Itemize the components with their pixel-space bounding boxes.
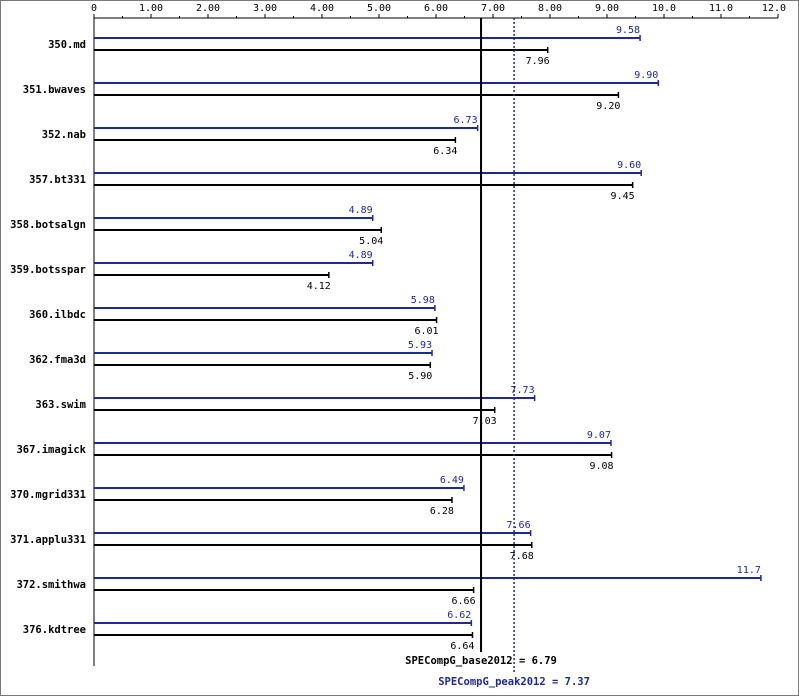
peak-value-label: 6.73 xyxy=(454,115,478,126)
base-value-label: 6.34 xyxy=(433,146,457,157)
peak-value-label: 9.07 xyxy=(587,430,611,441)
x-axis: 0 1.00 2.00 3.00 4.00 5.00 6.00 7.00 8.00 9.00 10.… xyxy=(91,3,786,666)
category-label: 363.swim xyxy=(35,399,86,411)
peak-value-label: 5.93 xyxy=(408,340,432,351)
category-label: 350.md xyxy=(48,39,86,51)
base-value-label: 6.01 xyxy=(414,326,438,337)
x-tick-label: 9.00 xyxy=(595,3,619,14)
peak-value-label: 4.89 xyxy=(349,250,373,261)
base-value-label: 5.90 xyxy=(408,371,432,382)
x-tick-label: 3.00 xyxy=(253,3,277,14)
peak-value-label: 11.7 xyxy=(737,565,761,576)
category-label: 352.nab xyxy=(42,129,86,141)
category-label: 357.bt331 xyxy=(29,174,86,186)
peak-value-label: 9.60 xyxy=(617,160,641,171)
x-tick-label: 6.00 xyxy=(424,3,448,14)
x-tick-label: 12.0 xyxy=(762,3,786,14)
peak-value-label: 7.73 xyxy=(511,385,535,396)
x-tick-label: 0 xyxy=(91,3,97,14)
category-label: 376.kdtree xyxy=(23,624,86,636)
base-value-label: 9.20 xyxy=(596,101,620,112)
category-label: 372.smithwa xyxy=(16,579,86,591)
base-value-label: 7.68 xyxy=(510,551,534,562)
peak-value-label: 7.66 xyxy=(507,520,531,531)
base-value-label: 7.03 xyxy=(473,416,497,427)
x-tick-label: 2.00 xyxy=(196,3,220,14)
base-value-label: 4.12 xyxy=(307,281,331,292)
x-tick-label: 4.00 xyxy=(310,3,334,14)
x-tick-label: 7.00 xyxy=(481,3,505,14)
base-value-label: 7.96 xyxy=(526,56,550,67)
category-label: 371.applu331 xyxy=(10,534,86,546)
bars: 350.md 9.58 7.96 351.bwaves 9.90 9.20 352.nab 6… xyxy=(10,25,762,652)
base-value-label: 5.04 xyxy=(359,236,383,247)
category-label: 359.botsspar xyxy=(10,264,86,276)
category-label: 367.imagick xyxy=(16,444,86,456)
peak-reference-label: SPECompG_peak2012 = 7.37 xyxy=(438,676,590,688)
x-tick-label: 5.00 xyxy=(367,3,391,14)
peak-value-label: 6.49 xyxy=(440,475,464,486)
category-label: 351.bwaves xyxy=(23,84,86,96)
reference-lines: SPECompG_base2012 = 6.79 SPECompG_peak201… xyxy=(405,18,590,688)
base-value-label: 9.08 xyxy=(589,461,613,472)
x-tick-label: 8.00 xyxy=(538,3,562,14)
peak-value-label: 5.98 xyxy=(411,295,435,306)
category-label: 360.ilbdc xyxy=(29,309,86,321)
peak-value-label: 4.89 xyxy=(349,205,373,216)
peak-value-label: 9.58 xyxy=(616,25,640,36)
x-tick-label: 10.0 xyxy=(652,3,676,14)
base-value-label: 6.66 xyxy=(452,596,476,607)
x-tick-label: 11.0 xyxy=(709,3,733,14)
base-value-label: 6.28 xyxy=(430,506,454,517)
category-label: 370.mgrid331 xyxy=(10,489,86,501)
base-value-label: 9.45 xyxy=(611,191,635,202)
category-label: 362.fma3d xyxy=(29,354,86,366)
base-value-label: 6.64 xyxy=(450,641,474,652)
peak-value-label: 9.90 xyxy=(634,70,658,81)
x-tick-label: 1.00 xyxy=(139,3,163,14)
category-label: 358.botsalgn xyxy=(10,219,86,231)
base-reference-label: SPECompG_base2012 = 6.79 xyxy=(405,655,557,667)
peak-value-label: 6.62 xyxy=(447,610,471,621)
